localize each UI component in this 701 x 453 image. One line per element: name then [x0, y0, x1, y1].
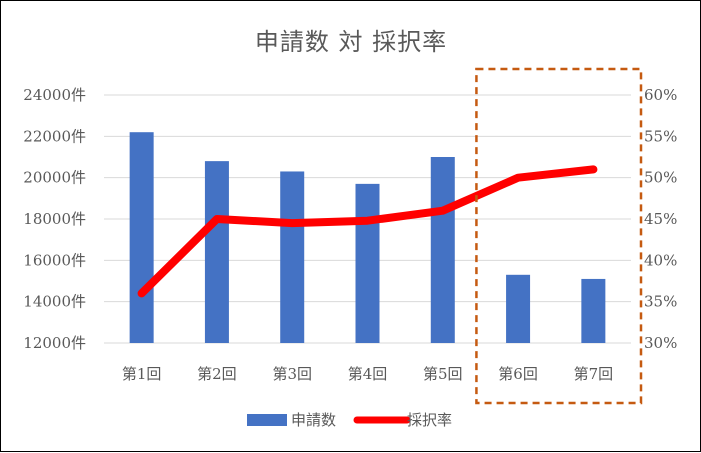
- right-axis-tick-label: 60%: [644, 86, 677, 104]
- right-axis-tick-label: 45%: [644, 210, 677, 228]
- category-axis-labels: 第1回 第2回 第3回 第4回 第5回 第6回 第7回: [122, 365, 613, 383]
- right-axis-tick-label: 55%: [644, 127, 677, 145]
- category-label: 第4回: [348, 365, 388, 383]
- category-label: 第2回: [197, 365, 237, 383]
- right-axis-tick-label: 35%: [644, 293, 677, 311]
- right-axis-tick-label: 40%: [644, 251, 677, 269]
- left-axis-tick-label: 20000件: [23, 169, 86, 187]
- legend-swatch-bar: [247, 414, 287, 426]
- chart-title: 申請数 対 採択率: [255, 28, 447, 56]
- category-label: 第3回: [272, 365, 312, 383]
- bar-第1回: [130, 132, 154, 343]
- left-axis-tick-label: 22000件: [23, 127, 86, 145]
- legend: 申請数 採択率: [247, 411, 452, 429]
- left-axis-tick-label: 12000件: [23, 334, 86, 352]
- bar-第3回: [280, 171, 304, 343]
- category-label: 第5回: [423, 365, 463, 383]
- right-axis-tick-label: 30%: [644, 334, 677, 352]
- bar-第5回: [431, 157, 455, 343]
- left-axis-tick-label: 18000件: [23, 210, 86, 228]
- left-axis-tick-label: 24000件: [23, 86, 86, 104]
- category-label: 第6回: [498, 365, 538, 383]
- highlight-box: [476, 69, 641, 403]
- right-axis-tick-label: 50%: [644, 169, 677, 187]
- category-label: 第7回: [574, 365, 614, 383]
- highlight-dashed-box: [476, 69, 641, 403]
- right-axis-ticks: 30% 35% 40% 45% 50% 55% 60%: [644, 86, 677, 352]
- category-label: 第1回: [122, 365, 162, 383]
- bar-第2回: [205, 161, 229, 343]
- bar-第7回: [581, 279, 605, 343]
- legend-label-bar: 申請数: [291, 411, 336, 429]
- left-axis-tick-label: 14000件: [23, 293, 86, 311]
- left-axis-tick-label: 16000件: [23, 251, 86, 269]
- bar-第4回: [356, 184, 380, 343]
- left-axis-ticks: 12000件 14000件 16000件 18000件 20000件 22000件 2400…: [23, 86, 86, 352]
- legend-label-line: 採択率: [407, 411, 452, 429]
- bar-第6回: [506, 275, 530, 343]
